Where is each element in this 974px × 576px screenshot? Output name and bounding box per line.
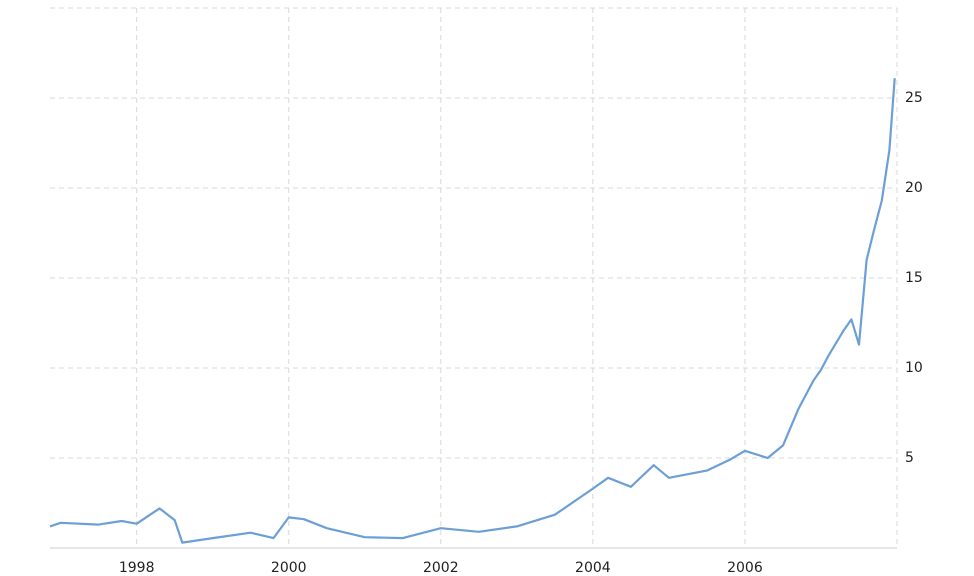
- y-tick-label: 10: [905, 360, 923, 376]
- y-tick-label: 5: [905, 450, 914, 466]
- y-tick-label: 20: [905, 180, 923, 196]
- data-line: [49, 78, 896, 544]
- y-tick-label: 15: [905, 270, 923, 286]
- x-tick-label: 2002: [423, 560, 459, 576]
- x-tick-label: 2006: [727, 560, 763, 576]
- x-tick-label: 2004: [575, 560, 611, 576]
- x-tick-label: 1998: [119, 560, 155, 576]
- y-tick-label: 25: [905, 90, 923, 106]
- x-tick-label: 2000: [271, 560, 307, 576]
